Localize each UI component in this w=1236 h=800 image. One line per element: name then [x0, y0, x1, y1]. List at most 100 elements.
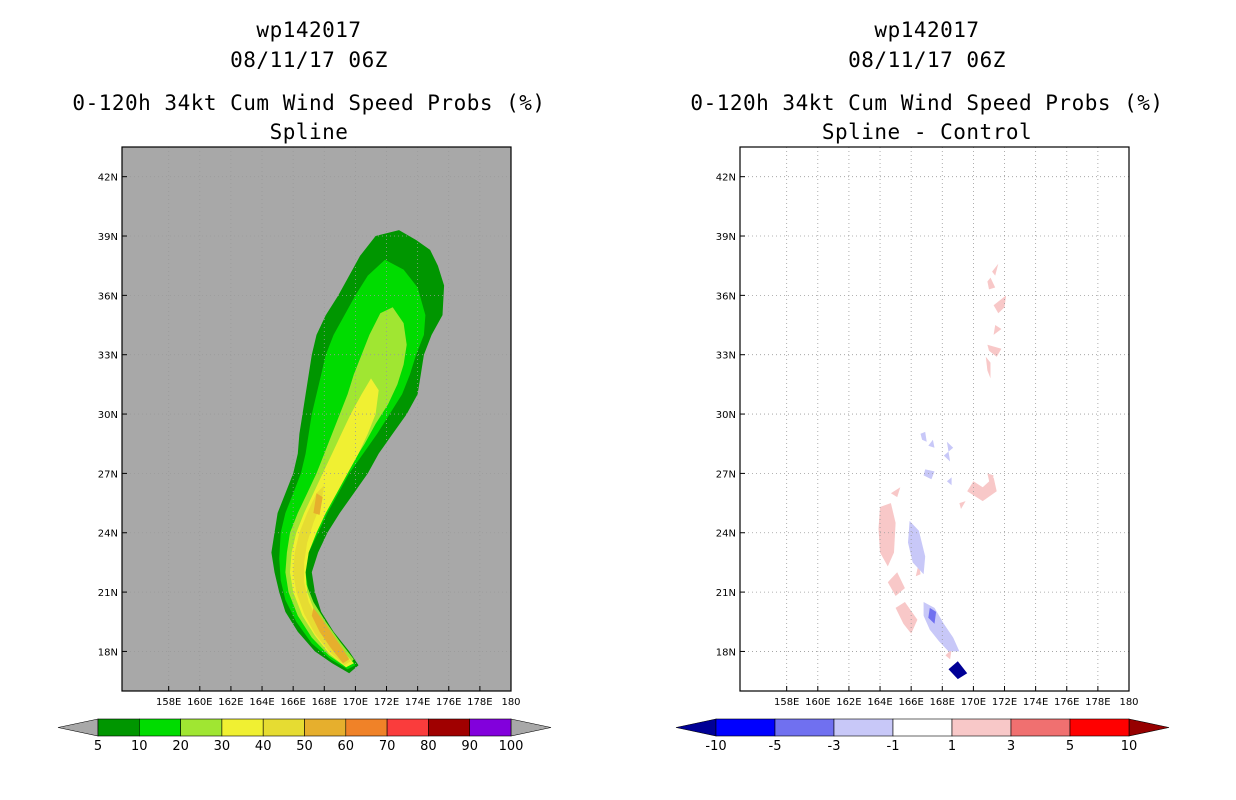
contour-region--1	[923, 469, 935, 480]
colorbar-label: 5	[94, 739, 102, 754]
colorbar-swatch	[892, 718, 953, 737]
colorbar-label: 30	[214, 739, 231, 754]
x-tick-label: 176E	[436, 697, 461, 708]
contour-region--10	[948, 661, 968, 680]
contour-region-30	[290, 378, 379, 668]
y-tick-label: 36N	[98, 291, 118, 302]
contour-region-1	[987, 277, 996, 290]
x-tick-label: 168E	[930, 697, 955, 708]
colorbar-swatch	[97, 718, 140, 737]
y-tick-label: 33N	[98, 351, 118, 362]
x-tick-label: 158E	[774, 697, 799, 708]
contour-region-1	[945, 649, 952, 660]
contour-region--1	[920, 431, 927, 442]
y-tick-label: 30N	[716, 410, 736, 421]
y-tick-label: 36N	[716, 291, 736, 302]
colorbar-swatch	[304, 718, 347, 737]
colorbar-label: 10	[1121, 739, 1138, 754]
y-tick-label: 27N	[716, 469, 736, 480]
x-tick-label: 164E	[249, 697, 274, 708]
y-tick-label: 24N	[98, 529, 118, 540]
colorbar-swatch	[386, 718, 429, 737]
colorbar-label: -1	[887, 739, 900, 754]
x-tick-label: 166E	[898, 697, 923, 708]
contour-region-1	[967, 477, 997, 502]
contour-region-1	[895, 602, 918, 634]
contour-region-1	[878, 503, 896, 567]
y-tick-label: 42N	[98, 173, 118, 184]
colorbar-swatch	[715, 718, 776, 737]
chart-title-product: 0-120h 34kt Cum Wind Speed Probs (%)	[72, 91, 546, 115]
chart-title-date: 08/11/17 06Z	[230, 48, 388, 72]
plot-background	[740, 147, 1129, 691]
colorbar-swatch	[1010, 718, 1071, 737]
colorbar-swatch	[180, 718, 223, 737]
plot-frame	[121, 146, 512, 692]
colorbar-swatch	[345, 718, 388, 737]
y-tick-label: 33N	[716, 351, 736, 362]
chart-title-id: wp142017	[256, 18, 362, 42]
y-tick-label: 27N	[98, 469, 118, 480]
colorbar-swatch	[428, 718, 470, 737]
contour-region-1	[992, 263, 999, 276]
chart-subtitle: Spline - Control	[821, 120, 1033, 144]
x-tick-label: 168E	[312, 697, 337, 708]
contour-region--3	[928, 607, 937, 624]
difference-map: 158E 160E 162E 164E 166E 168E 170E 172E 174E 176E…	[675, 146, 1170, 754]
colorbar-over-arrow	[1128, 718, 1170, 737]
y-tick-label: 24N	[716, 529, 736, 540]
colorbar-swatch	[951, 718, 1012, 737]
right-panel: wp142017 08/11/17 06Z 0-120h 34kt Cum Wi…	[618, 0, 1236, 800]
contour-region-1	[959, 501, 966, 509]
y-tick-label: 21N	[98, 588, 118, 599]
contour-region-1	[993, 325, 1002, 335]
x-tick-label: 172E	[992, 697, 1017, 708]
left-panel: wp142017 08/11/17 06Z 0-120h 34kt Cum Wi…	[57, 18, 552, 754]
x-tick-label: 174E	[405, 697, 430, 708]
colorbar-swatch	[139, 718, 181, 737]
contour-region-50	[311, 607, 350, 664]
colorbar-over-arrow	[510, 718, 552, 737]
chart-subtitle: Spline	[269, 120, 349, 144]
colorbar-label: 5	[1066, 739, 1074, 754]
x-tick-label: 180	[501, 697, 520, 708]
y-tick-label: 30N	[98, 410, 118, 421]
colorbar-label: 3	[1007, 739, 1015, 754]
colorbar-label: 60	[338, 739, 355, 754]
y-tick-label: 18N	[716, 647, 736, 658]
x-tick-label: 164E	[867, 697, 892, 708]
colorbar-swatch	[1069, 718, 1130, 737]
y-tick-label: 39N	[716, 232, 736, 243]
contour-region-1	[987, 344, 1002, 357]
colorbar-label: -10	[705, 739, 726, 754]
colorbar-label: 1	[948, 739, 956, 754]
x-tick-label: 158E	[156, 697, 181, 708]
colorbar-under-arrow	[675, 718, 717, 737]
y-tick-label: 42N	[716, 173, 736, 184]
colorbar-under-arrow	[57, 718, 99, 737]
colorbar-label: -3	[828, 739, 841, 754]
x-tick-label: 160E	[187, 697, 212, 708]
contour-region-1	[987, 473, 994, 488]
chart-title-date: 08/11/17 06Z	[848, 48, 1006, 72]
colorbar-label: 80	[420, 739, 437, 754]
colorbar-label: -5	[769, 739, 782, 754]
colorbar-swatch	[833, 718, 894, 737]
chart-title-id: wp142017	[874, 18, 980, 42]
colorbar-label: 70	[379, 739, 396, 754]
contour-region-1	[985, 356, 991, 379]
contour-region--1	[908, 520, 926, 575]
colorbar-swatch	[774, 718, 835, 737]
y-tick-label: 18N	[98, 647, 118, 658]
contour-region--1	[943, 451, 951, 462]
x-tick-label: 162E	[836, 697, 861, 708]
contour-region-50	[313, 493, 323, 515]
colorbar-label: 40	[255, 739, 272, 754]
contour-region-1	[890, 487, 901, 498]
x-tick-label: 178E	[467, 697, 492, 708]
contour-region-40	[293, 485, 351, 666]
chart-title-product: 0-120h 34kt Cum Wind Speed Probs (%)	[690, 91, 1164, 115]
y-tick-label: 21N	[716, 588, 736, 599]
x-tick-label: 166E	[280, 697, 305, 708]
plot-frame	[739, 146, 1130, 692]
